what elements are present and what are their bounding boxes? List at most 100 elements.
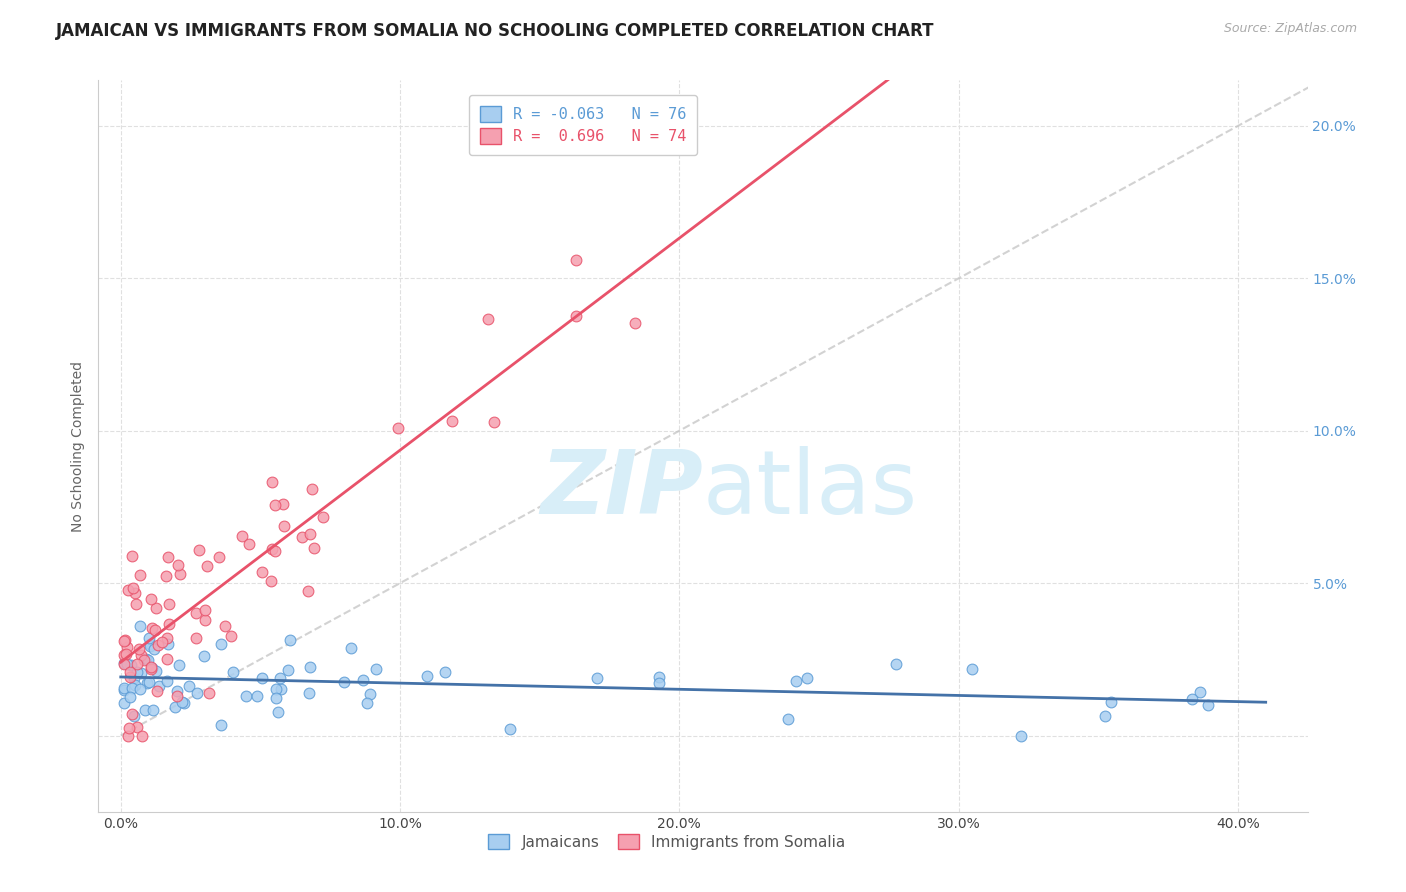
Point [145, 665, 167, 679]
Point [209, 637, 232, 651]
Point [156, 674, 179, 689]
Point [125, 665, 148, 679]
Point [120, 657, 142, 672]
Point [121, 706, 143, 721]
Point [170, 695, 193, 709]
Point [278, 633, 301, 648]
Point [796, 671, 818, 685]
Point [157, 550, 180, 565]
Point [129, 568, 152, 582]
Point [1094, 708, 1116, 723]
Point [135, 652, 157, 666]
Point [166, 683, 188, 698]
Point [139, 639, 162, 653]
Point [387, 421, 409, 435]
Point [139, 659, 162, 673]
Point [157, 637, 180, 651]
Point [138, 675, 160, 690]
Text: atlas: atlas [703, 446, 918, 533]
Point [167, 657, 190, 672]
Point [214, 619, 236, 633]
Point [194, 602, 217, 616]
Point [250, 565, 273, 579]
Point [112, 657, 135, 672]
Point [647, 676, 669, 690]
Point [264, 690, 287, 705]
Point [219, 629, 242, 643]
Point [441, 414, 464, 428]
Point [269, 671, 291, 685]
Point [195, 558, 218, 573]
Point [128, 641, 150, 656]
Point [260, 475, 283, 489]
Point [115, 640, 138, 654]
Point [1197, 698, 1219, 713]
Point [271, 497, 294, 511]
Point [302, 541, 325, 555]
Point [1181, 691, 1204, 706]
Point [565, 252, 588, 267]
Point [118, 670, 141, 684]
Point [122, 671, 145, 685]
Point [194, 613, 217, 627]
Point [960, 662, 983, 676]
Point [1189, 685, 1212, 699]
Point [145, 601, 167, 615]
Text: ZIP: ZIP [540, 446, 703, 533]
Point [624, 316, 647, 330]
Point [776, 712, 799, 726]
Point [188, 543, 211, 558]
Point [120, 690, 142, 705]
Point [273, 519, 295, 533]
Point [129, 665, 152, 680]
Point [112, 648, 135, 663]
Point [115, 648, 138, 662]
Point [264, 498, 287, 512]
Point [785, 674, 807, 689]
Point [112, 656, 135, 670]
Point [356, 697, 378, 711]
Point [260, 541, 283, 556]
Point [193, 648, 215, 663]
Point [477, 312, 499, 326]
Point [124, 709, 146, 723]
Point [132, 653, 155, 667]
Point [136, 653, 159, 667]
Point [155, 631, 177, 645]
Point [115, 657, 138, 672]
Point [886, 657, 908, 671]
Point [482, 415, 505, 429]
Point [143, 642, 166, 657]
Point [298, 686, 321, 700]
Point [120, 665, 142, 679]
Point [1099, 695, 1122, 709]
Point [586, 671, 609, 685]
Point [139, 662, 162, 676]
Point [252, 671, 274, 685]
Point [157, 597, 180, 611]
Y-axis label: No Schooling Completed: No Schooling Completed [72, 360, 86, 532]
Point [128, 682, 150, 697]
Point [148, 679, 170, 693]
Point [352, 673, 374, 687]
Point [112, 696, 135, 710]
Point [565, 309, 588, 323]
Point [499, 722, 522, 736]
Point [138, 632, 160, 646]
Point [117, 729, 139, 743]
Point [114, 633, 136, 648]
Legend: Jamaicans, Immigrants from Somalia: Jamaicans, Immigrants from Somalia [478, 824, 855, 859]
Point [112, 681, 135, 695]
Point [141, 621, 163, 635]
Point [264, 543, 287, 558]
Point [125, 657, 148, 672]
Point [235, 689, 257, 703]
Point [112, 683, 135, 698]
Point [299, 527, 322, 541]
Point [163, 699, 186, 714]
Point [184, 632, 207, 646]
Text: Source: ZipAtlas.com: Source: ZipAtlas.com [1223, 22, 1357, 36]
Point [143, 623, 166, 637]
Point [312, 509, 335, 524]
Point [141, 660, 163, 674]
